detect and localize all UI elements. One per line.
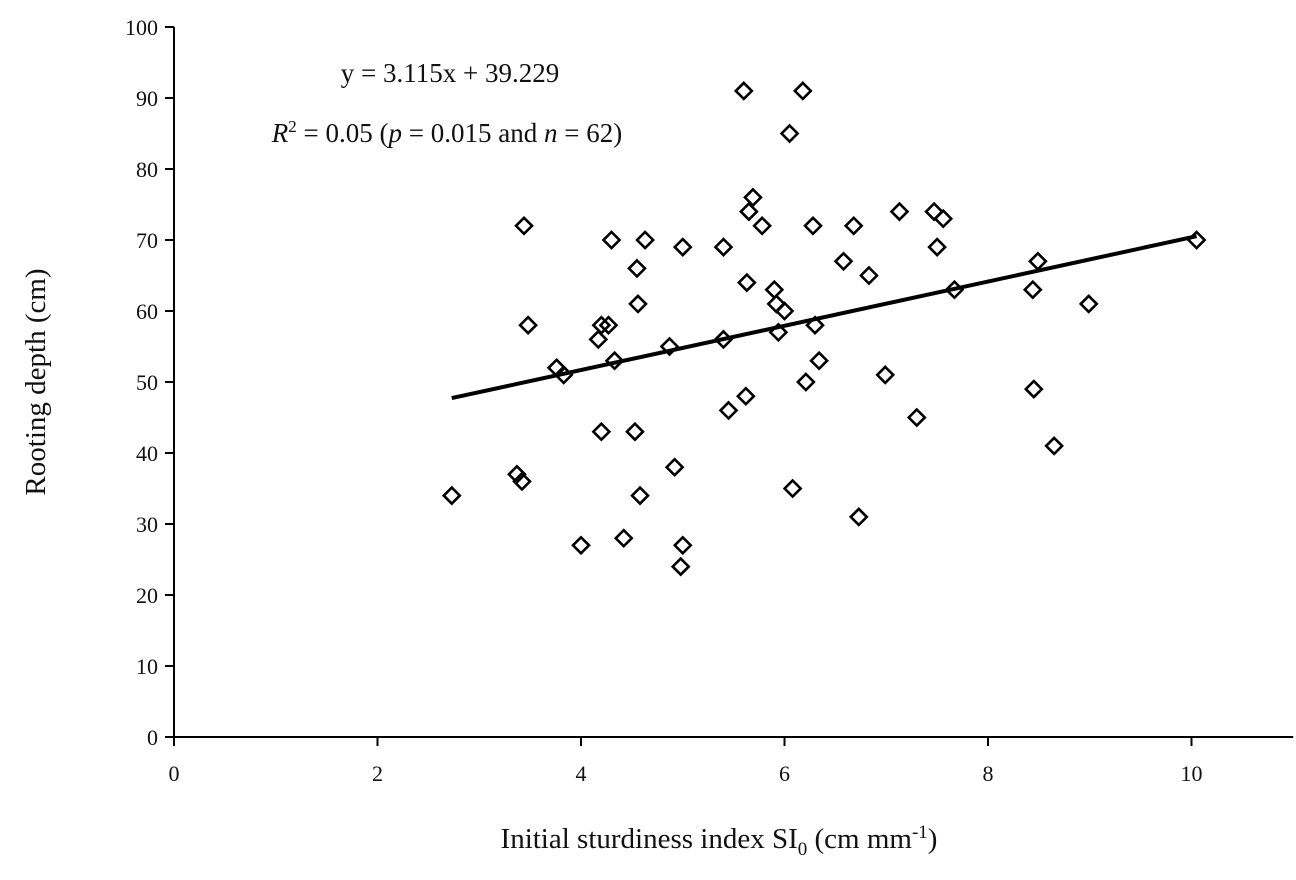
- data-point: [1022, 279, 1043, 300]
- data-point: [512, 471, 532, 492]
- x-tick-label: 0: [169, 761, 180, 786]
- data-point: [659, 336, 680, 357]
- data-point: [796, 372, 816, 392]
- y-tick-label: 0: [147, 725, 158, 750]
- data-point: [601, 230, 622, 250]
- r2-label: R2 = 0.05 (p = 0.015 and n = 62): [271, 117, 622, 148]
- data-point: [735, 386, 756, 407]
- data-point: [553, 365, 574, 385]
- y-axis-label: Rooting depth (cm): [20, 268, 52, 495]
- equation-label: y = 3.115x + 39.229: [341, 58, 559, 88]
- data-point: [627, 258, 647, 279]
- y-tick-label: 60: [136, 299, 158, 324]
- y-tick-label: 20: [136, 583, 158, 608]
- data-point: [571, 535, 591, 556]
- data-point: [924, 201, 944, 222]
- data-point: [906, 407, 927, 428]
- data-point: [927, 237, 947, 257]
- data-point: [889, 201, 910, 222]
- data-point: [630, 485, 650, 506]
- data-point: [507, 464, 527, 485]
- data-point: [591, 421, 612, 442]
- x-tick-label: 6: [779, 761, 790, 786]
- data-point: [518, 315, 538, 336]
- data-point: [933, 208, 954, 229]
- data-point: [713, 237, 734, 257]
- data-point: [809, 350, 829, 371]
- data-point: [1044, 436, 1064, 456]
- data-point: [672, 535, 693, 556]
- data-point: [792, 81, 813, 101]
- data-point: [672, 237, 693, 257]
- data-point: [664, 457, 685, 478]
- data-point: [803, 215, 823, 236]
- x-axis-label: Initial sturdiness index SI0 (cm mm-1): [501, 822, 938, 860]
- data-point: [628, 294, 648, 314]
- x-tick-label: 2: [372, 761, 383, 786]
- data-point: [713, 329, 734, 350]
- y-tick-label: 50: [136, 370, 158, 395]
- data-point: [1186, 230, 1207, 250]
- x-tick-label: 4: [576, 761, 587, 786]
- data-point: [733, 81, 754, 101]
- data-point: [779, 123, 800, 144]
- y-tick-label: 40: [136, 441, 158, 466]
- data-point: [718, 400, 739, 421]
- y-tick-label: 70: [136, 228, 158, 253]
- y-tick-label: 80: [136, 157, 158, 182]
- data-point: [859, 265, 879, 286]
- data-point: [604, 350, 625, 371]
- data-point: [1078, 294, 1099, 314]
- data-point: [833, 251, 854, 272]
- data-point: [805, 315, 825, 336]
- data-point: [670, 556, 691, 577]
- y-tick-label: 10: [136, 654, 158, 679]
- data-point: [848, 507, 869, 527]
- data-point: [782, 478, 803, 499]
- data-point: [625, 421, 645, 442]
- y-tick-label: 30: [136, 512, 158, 537]
- data-point: [768, 322, 789, 343]
- data-point: [1028, 251, 1048, 272]
- data-point: [598, 315, 619, 336]
- data-point: [774, 301, 795, 321]
- y-tick-label: 100: [125, 15, 158, 40]
- data-points: [441, 81, 1207, 577]
- data-point: [843, 215, 864, 236]
- data-point: [739, 201, 759, 222]
- data-point: [514, 215, 534, 236]
- data-point: [591, 315, 612, 336]
- data-point: [441, 485, 462, 506]
- data-point: [743, 187, 763, 208]
- data-point: [764, 279, 785, 300]
- data-point: [737, 272, 757, 293]
- data-point: [613, 528, 634, 549]
- y-tick-label: 90: [136, 86, 158, 111]
- data-point: [752, 215, 772, 236]
- data-point: [635, 230, 655, 250]
- axes: [165, 26, 1294, 746]
- data-point: [588, 329, 609, 350]
- x-tick-label: 10: [1181, 761, 1203, 786]
- data-point: [944, 279, 965, 300]
- x-tick-label: 8: [983, 761, 994, 786]
- data-point: [875, 365, 896, 385]
- trend-line: [451, 234, 1198, 401]
- data-point: [1023, 379, 1044, 399]
